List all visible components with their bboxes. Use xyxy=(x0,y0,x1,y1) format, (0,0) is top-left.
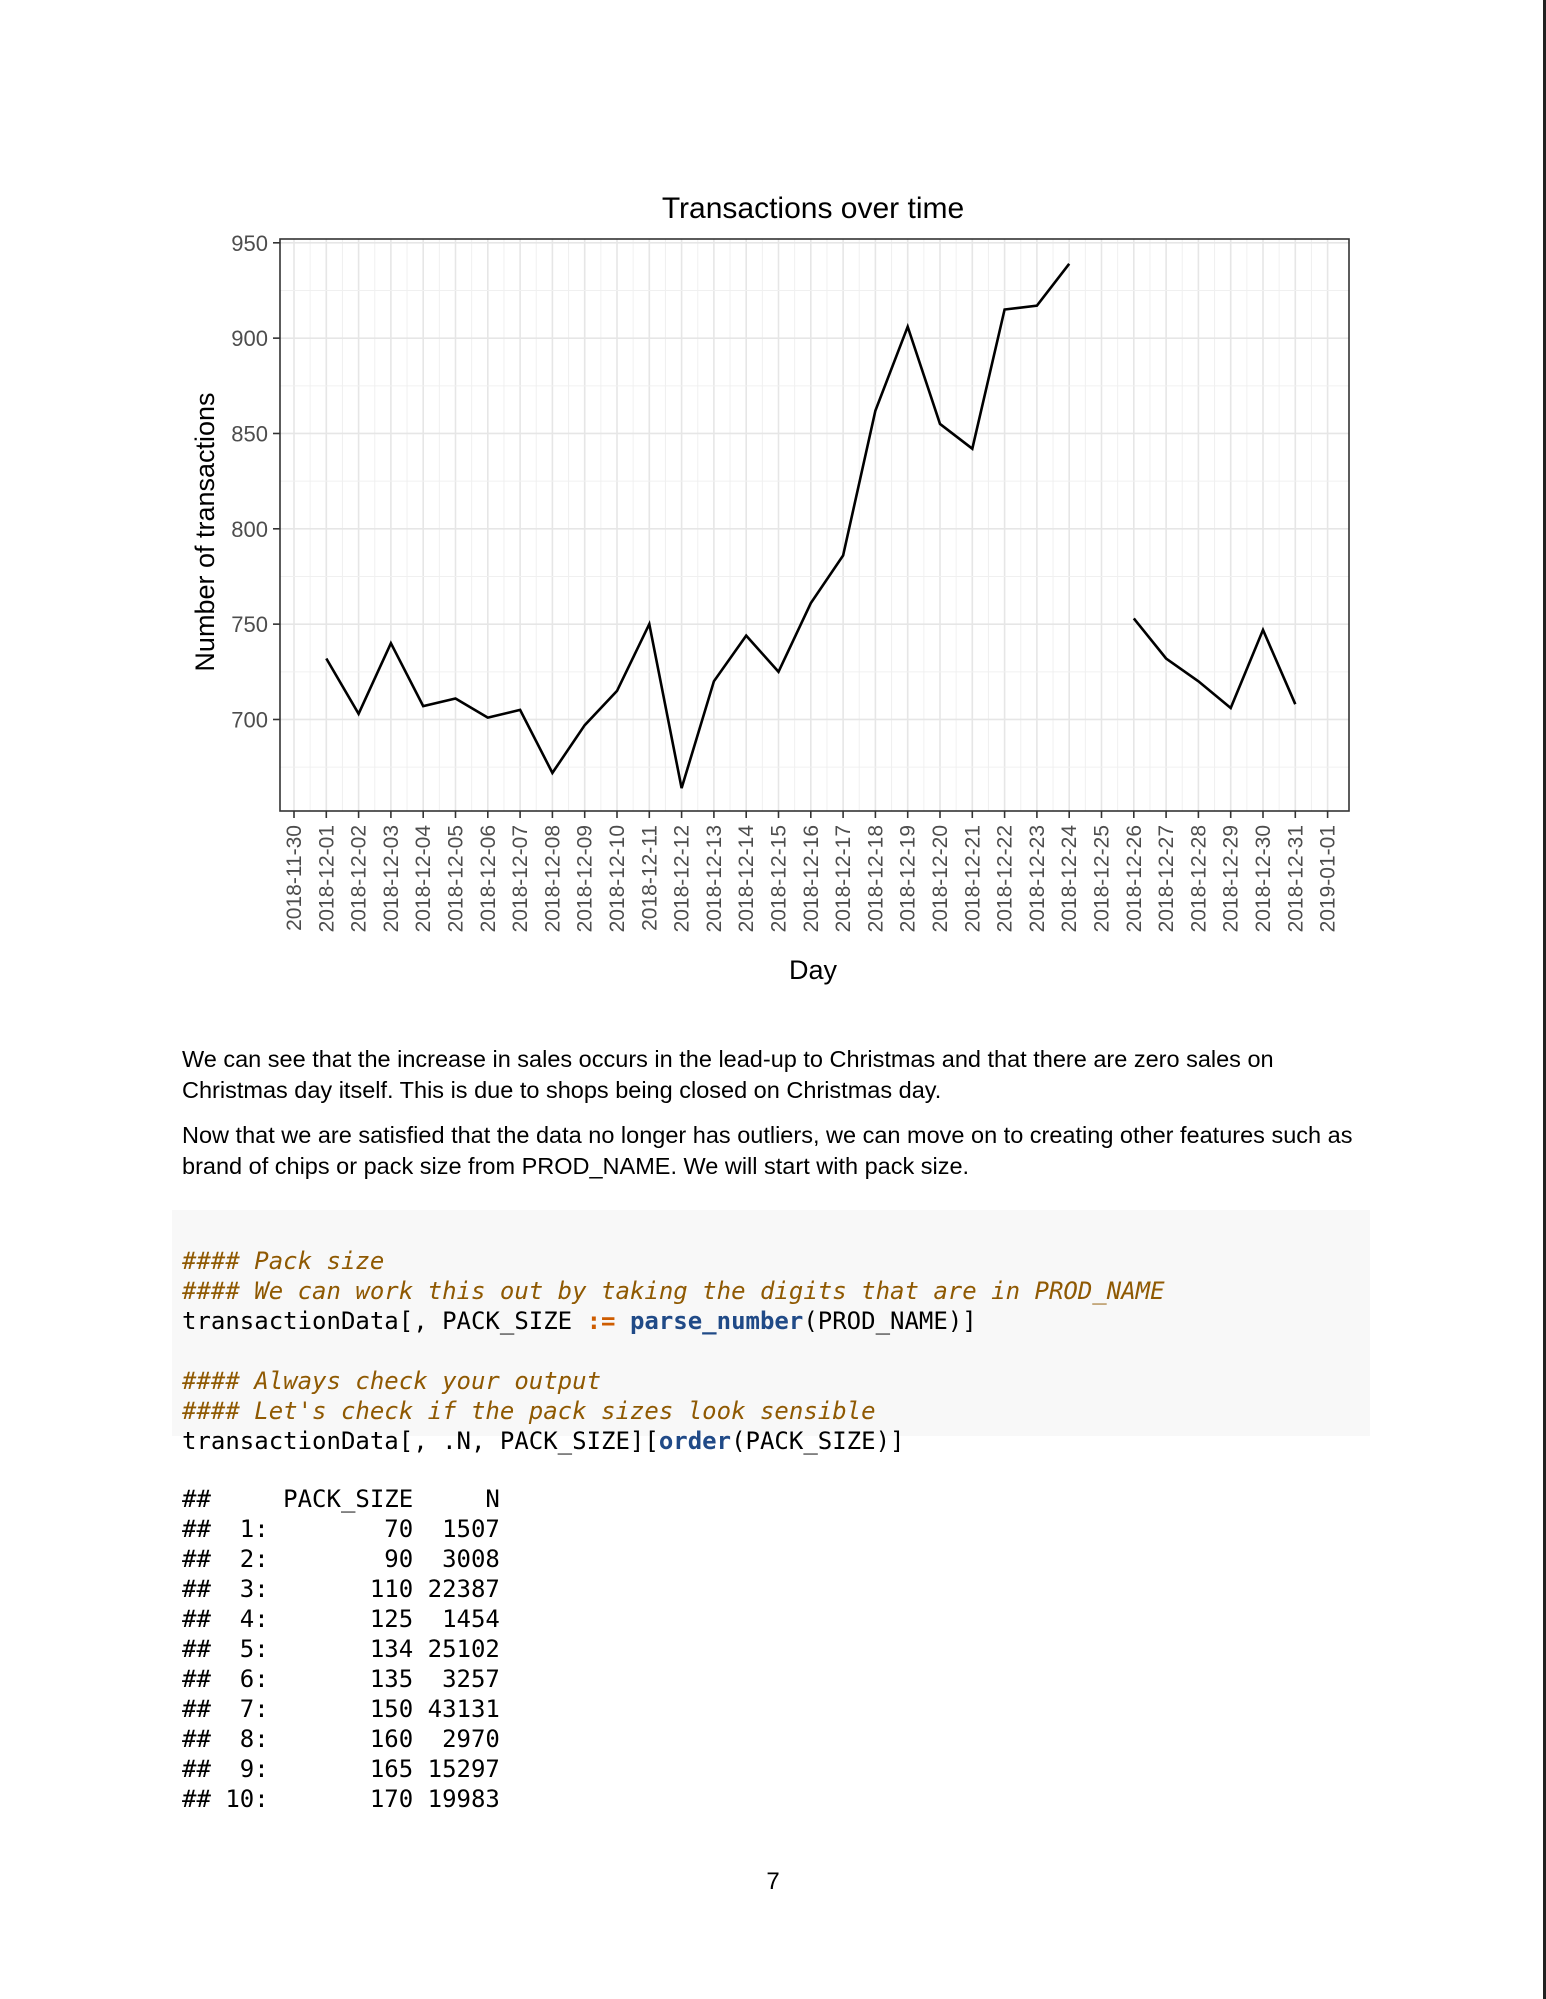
x-tick-label: 2018-12-03 xyxy=(380,825,403,932)
code-blank-line xyxy=(182,1336,1360,1366)
x-tick-label: 2018-12-10 xyxy=(606,825,629,932)
code-function: parse_number xyxy=(629,1307,804,1335)
output-row: ## 2: 90 3008 xyxy=(182,1545,500,1573)
x-tick-label: 2018-12-25 xyxy=(1091,825,1114,932)
chart-y-axis-label: Number of transactions xyxy=(190,392,220,671)
code-comment: #### We can work this out by taking the … xyxy=(182,1277,1165,1305)
x-tick-label: 2018-12-13 xyxy=(703,825,726,932)
x-tick-label: 2018-12-07 xyxy=(509,825,532,932)
chart-grid xyxy=(280,239,1349,811)
x-tick-label: 2018-12-11 xyxy=(638,825,661,931)
y-tick-label: 750 xyxy=(231,612,268,637)
x-tick-label: 2018-12-09 xyxy=(574,825,597,932)
output-row: ## 6: 135 3257 xyxy=(182,1665,500,1693)
output-header: ## PACK_SIZE N xyxy=(182,1485,500,1513)
code-line: transactionData[, .N, PACK_SIZE][order(P… xyxy=(182,1426,1360,1456)
x-tick-label: 2018-12-28 xyxy=(1187,825,1210,932)
code-comment: #### Always check your output xyxy=(182,1367,602,1395)
x-tick-label: 2018-12-05 xyxy=(445,825,468,932)
output-row: ## 9: 165 15297 xyxy=(182,1755,500,1783)
x-tick-label: 2018-12-22 xyxy=(994,825,1017,932)
code-output: ## PACK_SIZE N ## 1: 70 1507 ## 2: 90 3008… xyxy=(182,1484,500,1814)
x-tick-label: 2018-12-23 xyxy=(1026,825,1049,932)
code-text: transactionData[, PACK_SIZE xyxy=(182,1307,587,1335)
code-line: transactionData[, PACK_SIZE := parse_num… xyxy=(182,1306,1360,1336)
output-row: ## 10: 170 19983 xyxy=(182,1785,500,1813)
y-tick-label: 800 xyxy=(231,517,268,542)
x-tick-label: 2018-11-30 xyxy=(283,825,306,931)
code-function: order xyxy=(658,1427,732,1455)
x-tick-label: 2018-12-01 xyxy=(315,825,338,932)
x-tick-label: 2018-12-12 xyxy=(671,825,694,932)
output-row: ## 3: 110 22387 xyxy=(182,1575,500,1603)
x-tick-label: 2018-12-19 xyxy=(897,825,920,932)
chart-x-axis-label: Day xyxy=(789,955,838,985)
output-row: ## 5: 134 25102 xyxy=(182,1635,500,1663)
output-row: ## 7: 150 43131 xyxy=(182,1695,500,1723)
code-comment: #### Let's check if the pack sizes look … xyxy=(182,1397,876,1425)
x-tick-label: 2018-12-14 xyxy=(735,825,758,933)
x-tick-label: 2018-12-26 xyxy=(1123,825,1146,932)
series-line-segment xyxy=(325,263,1071,789)
code-text: transactionData[, .N, PACK_SIZE][ xyxy=(182,1427,659,1455)
series-line-segment xyxy=(1132,617,1297,711)
output-row: ## 1: 70 1507 xyxy=(182,1515,500,1543)
code-operator: := xyxy=(586,1307,616,1335)
x-tick-label: 2018-12-08 xyxy=(541,825,564,932)
chart-panel-border xyxy=(279,238,1350,812)
y-tick-label: 950 xyxy=(231,231,268,256)
x-tick-label: 2018-12-24 xyxy=(1058,825,1081,933)
paragraph-christmas-sales: We can see that the increase in sales oc… xyxy=(182,1046,1274,1103)
x-tick-label: 2018-12-27 xyxy=(1155,825,1178,932)
chart-axes: 700 750 800 850 900 950 2018-11-30 2018-12-01 20… xyxy=(231,231,1339,933)
output-row: ## 4: 125 1454 xyxy=(182,1605,500,1633)
x-tick-label: 2018-12-31 xyxy=(1284,825,1307,932)
y-tick-label: 850 xyxy=(231,421,268,446)
code-space xyxy=(615,1307,629,1335)
y-tick-label: 700 xyxy=(231,707,268,732)
code-text: (PACK_SIZE)] xyxy=(731,1427,905,1455)
chart-series xyxy=(325,263,1297,789)
paragraph-next-steps: Now that we are satisfied that the data … xyxy=(182,1122,1353,1179)
x-tick-label: 2018-12-17 xyxy=(832,825,855,932)
page-number: 7 xyxy=(766,1868,780,1895)
x-tick-label: 2019-01-01 xyxy=(1317,825,1340,932)
x-tick-label: 2018-12-29 xyxy=(1220,825,1243,932)
x-tick-label: 2018-12-21 xyxy=(961,825,984,932)
x-tick-label: 2018-12-04 xyxy=(412,825,435,933)
y-tick-label: 900 xyxy=(231,326,268,351)
page-edge xyxy=(1543,0,1546,1999)
code-comment: #### Pack size xyxy=(182,1247,385,1275)
transactions-chart: 700 750 800 850 900 950 2018-11-30 2018-12-01 20… xyxy=(190,192,1350,985)
x-tick-label: 2018-12-06 xyxy=(477,825,500,932)
x-tick-label: 2018-12-16 xyxy=(800,825,823,932)
code-block: #### Pack size #### We can work this out … xyxy=(172,1210,1370,1455)
x-tick-label: 2018-12-30 xyxy=(1252,825,1275,932)
x-tick-label: 2018-12-20 xyxy=(929,825,952,932)
x-tick-label: 2018-12-15 xyxy=(768,825,791,932)
code-text: (PROD_NAME)] xyxy=(803,1307,977,1335)
x-tick-label: 2018-12-02 xyxy=(348,825,371,932)
output-row: ## 8: 160 2970 xyxy=(182,1725,500,1753)
chart-title: Transactions over time xyxy=(662,192,964,225)
x-tick-label: 2018-12-18 xyxy=(864,825,887,932)
